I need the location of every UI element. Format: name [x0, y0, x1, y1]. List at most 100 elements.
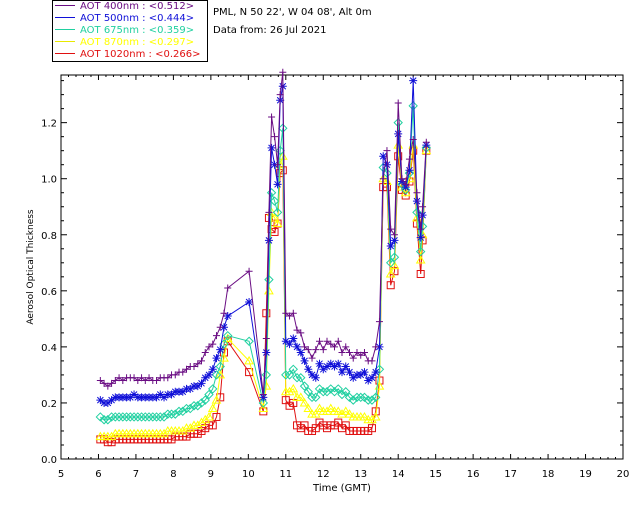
data-point	[271, 133, 279, 141]
data-point	[412, 197, 421, 206]
x-axis-label: Time (GMT)	[312, 483, 371, 494]
x-tick-label: 19	[579, 469, 592, 480]
data-point	[103, 415, 113, 425]
data-point	[398, 175, 406, 183]
data-point	[284, 386, 295, 396]
data-point	[367, 424, 376, 433]
data-point	[334, 337, 342, 345]
data-point	[394, 129, 403, 138]
plot-frame	[60, 74, 624, 460]
data-point	[297, 329, 305, 337]
data-point	[382, 160, 391, 169]
data-point	[367, 414, 377, 424]
data-point	[245, 267, 253, 275]
data-point	[166, 409, 177, 419]
x-tick-label: 8	[170, 469, 176, 480]
data-point	[269, 212, 280, 222]
data-point	[153, 377, 161, 385]
data-point	[304, 365, 313, 374]
data-point	[216, 345, 225, 354]
data-point	[352, 392, 362, 403]
data-point	[178, 406, 188, 417]
data-point	[382, 176, 392, 186]
data-point	[152, 393, 161, 402]
data-point	[258, 403, 269, 413]
data-point	[170, 409, 180, 419]
legend-swatch-870nm	[55, 40, 75, 42]
series-layer	[95, 68, 432, 447]
data-point	[95, 412, 106, 422]
data-point	[197, 379, 206, 388]
data-point	[360, 368, 369, 377]
data-point	[282, 309, 290, 317]
data-point	[179, 368, 187, 376]
data-point	[292, 373, 302, 383]
data-point	[333, 384, 343, 394]
data-point	[327, 340, 335, 348]
data-point	[192, 420, 203, 429]
data-point	[331, 343, 339, 351]
x-tick-label: 20	[617, 469, 630, 480]
data-point	[301, 343, 309, 351]
data-point	[244, 355, 254, 365]
data-point	[344, 409, 355, 418]
data-point	[167, 390, 176, 399]
data-point	[416, 270, 425, 279]
y-tick-label: 0.8	[41, 231, 57, 242]
data-point	[208, 421, 217, 430]
data-point	[193, 382, 202, 391]
data-point	[367, 373, 376, 382]
data-point	[267, 143, 276, 152]
x-tick-label: 5	[58, 469, 64, 480]
x-tick-label: 11	[279, 469, 292, 480]
data-point	[296, 373, 306, 383]
data-point	[311, 392, 321, 403]
data-point	[307, 392, 317, 403]
data-point	[125, 412, 136, 422]
legend: AOT 400nm : <0.512> AOT 500nm : <0.444> …	[52, 0, 208, 62]
data-point	[375, 318, 383, 326]
data-point	[386, 281, 395, 290]
data-point	[215, 361, 225, 372]
data-point	[295, 392, 306, 401]
data-point	[208, 384, 218, 394]
data-point	[194, 360, 202, 368]
data-point	[96, 377, 104, 385]
data-point	[310, 409, 321, 418]
data-point	[296, 348, 305, 357]
data-point	[278, 123, 288, 133]
data-point	[319, 365, 328, 374]
data-point	[196, 417, 207, 427]
data-point	[326, 384, 336, 394]
data-point	[334, 359, 343, 368]
data-point	[379, 175, 387, 183]
legend-entry-1020nm: AOT 1020nm : <0.266>	[55, 49, 200, 61]
x-tick-label: 7	[133, 469, 139, 480]
data-point	[201, 373, 210, 382]
data-point	[110, 412, 121, 422]
data-point	[390, 231, 398, 239]
data-point	[164, 374, 172, 382]
data-point	[244, 336, 254, 346]
data-point	[264, 274, 274, 285]
data-point	[275, 145, 285, 156]
data-point	[394, 99, 402, 107]
data-point	[299, 397, 310, 407]
data-point	[405, 155, 413, 163]
legend-label-675nm: AOT 675nm : <0.359>	[80, 25, 195, 36]
data-point	[308, 354, 316, 362]
data-point	[159, 412, 169, 422]
data-point	[185, 423, 196, 432]
data-point	[371, 368, 380, 377]
data-point	[140, 412, 151, 422]
data-point	[215, 369, 226, 379]
data-point	[285, 340, 294, 349]
data-point	[348, 395, 358, 405]
data-point	[325, 403, 336, 413]
data-point	[201, 348, 209, 356]
data-point	[264, 236, 273, 245]
data-point	[212, 332, 220, 340]
data-point	[219, 323, 228, 332]
data-point	[385, 258, 396, 268]
legend-swatch-1020nm	[55, 52, 75, 54]
